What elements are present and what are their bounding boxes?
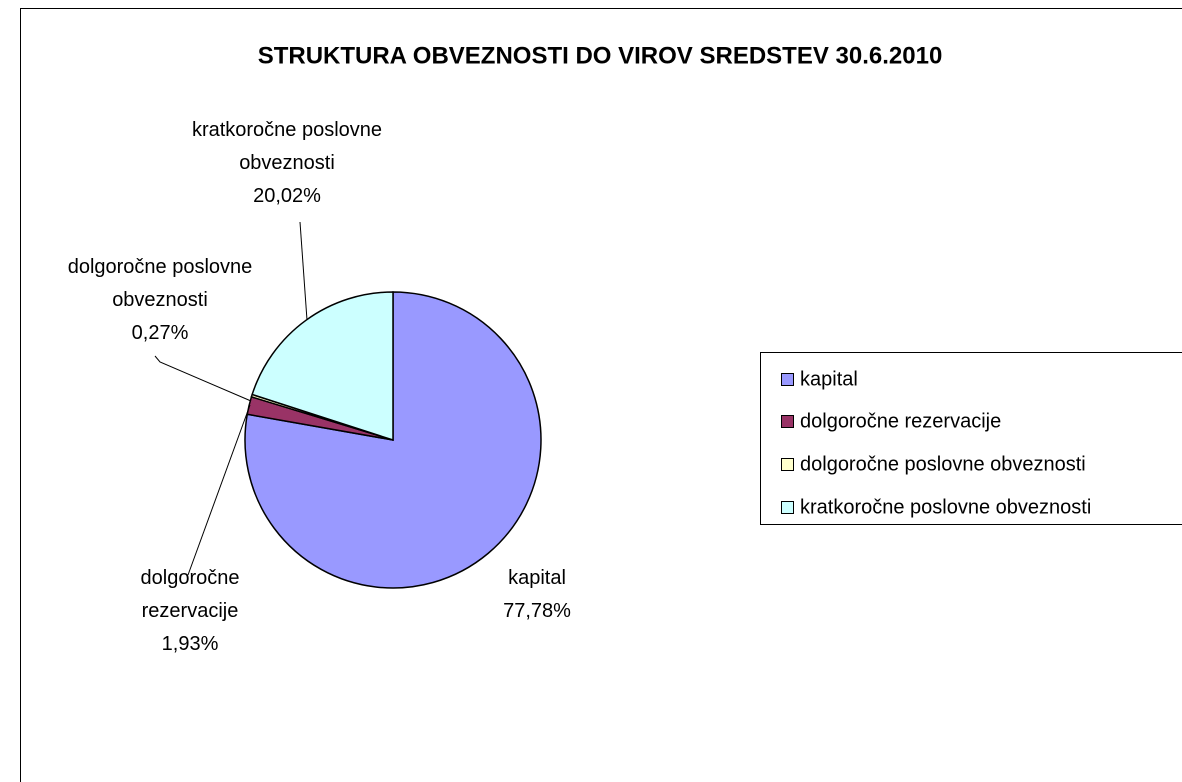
data-label: kratkoročne poslovne obveznosti 20,02%: [182, 114, 392, 213]
category-label: dolgoročne rezervacije: [140, 567, 240, 622]
pie-slice: [251, 291, 394, 442]
legend: kapital dolgoročne rezervacije dolgoročne …: [781, 368, 1091, 518]
category-label: kratkoročne poslovne obveznosti: [191, 119, 383, 174]
legend-label: kratkoročne poslovne obveznosti: [800, 496, 1091, 518]
legend-swatch: [781, 458, 794, 471]
pie: [244, 291, 542, 589]
category-label: kapital: [508, 567, 566, 589]
value-label: 1,93%: [161, 633, 219, 655]
legend-label: dolgoročne poslovne obveznosti: [800, 453, 1086, 475]
chart-title: STRUKTURA OBVEZNOSTI DO VIROV SREDSTEV 3…: [258, 42, 943, 69]
value-label: 20,02%: [253, 185, 321, 207]
legend-box: [760, 352, 1182, 525]
leader-line: [154, 355, 252, 402]
value-label: 77,78%: [503, 600, 571, 622]
legend-swatch: [781, 373, 794, 386]
data-label: dolgoročne poslovne obveznosti 0,27%: [35, 251, 285, 350]
data-label: kapital 77,78%: [477, 562, 597, 628]
legend-swatch: [781, 415, 794, 428]
data-label: dolgoročne rezervacije 1,93%: [125, 562, 255, 661]
value-label: 0,27%: [131, 322, 189, 344]
legend-label: dolgoročne rezervacije: [800, 410, 1001, 432]
category-label: dolgoročne poslovne obveznosti: [67, 256, 253, 311]
leader-line: [299, 221, 308, 321]
legend-label: kapital: [800, 368, 858, 390]
leader-line: [187, 404, 251, 576]
legend-swatch: [781, 501, 794, 514]
